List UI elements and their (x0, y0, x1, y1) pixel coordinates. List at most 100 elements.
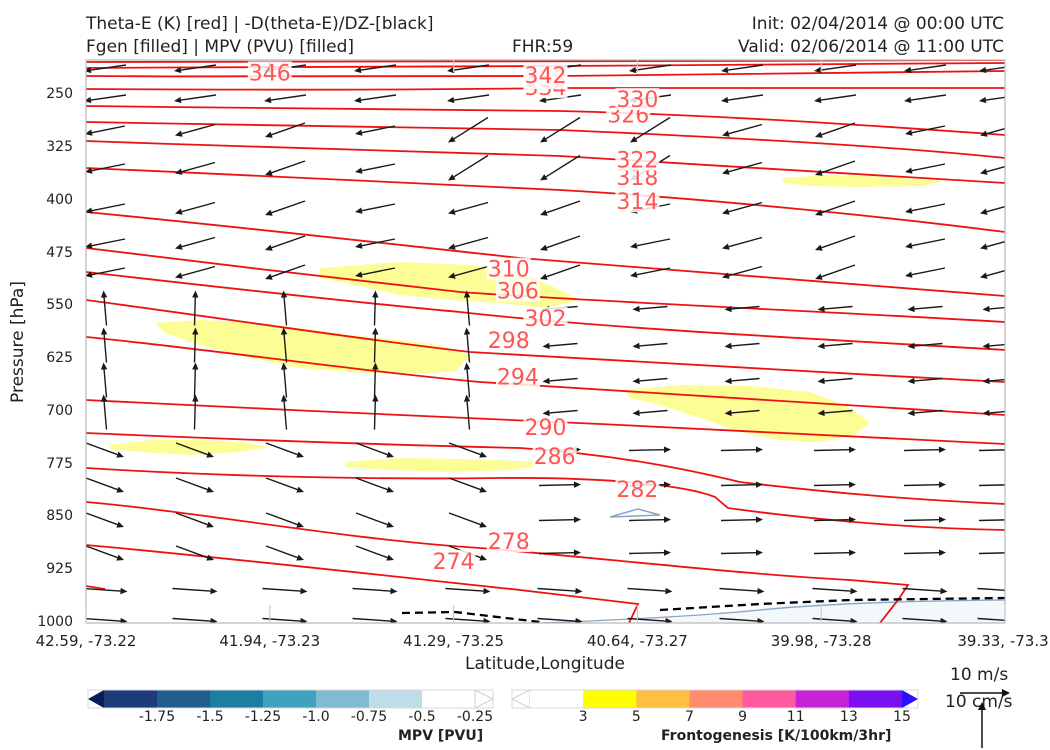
contour-label: 286 (534, 445, 576, 470)
wind-arrow (982, 409, 1005, 417)
wind-arrow (980, 240, 1005, 250)
contour-label: 302 (525, 307, 567, 332)
y-tick-label: 625 (46, 350, 73, 367)
wind-arrow (813, 549, 856, 556)
wind-arrow (632, 409, 668, 417)
y-tick-label: 325 (46, 138, 73, 155)
valid-time: Valid: 02/06/2014 @ 11:00 UTC (738, 37, 1004, 57)
wind-arrow (980, 205, 1005, 215)
black-dashed-contour (401, 596, 1005, 623)
wind-arrow (982, 342, 1005, 350)
wind-arrow (447, 64, 490, 74)
wind-arrow (542, 342, 578, 350)
wind-arrow (538, 549, 581, 556)
wind-arrow (630, 267, 671, 278)
fgen-tick-label: 7 (684, 709, 694, 725)
contour-label: 322 (616, 149, 658, 174)
contour-label: 290 (525, 416, 567, 441)
contour-label: 342 (525, 64, 567, 89)
wind-arrow (86, 94, 127, 104)
wind-arrow (355, 163, 396, 174)
wind-arrow (355, 477, 394, 493)
wind-arrow (355, 545, 394, 561)
wind-arrow (355, 512, 394, 528)
theta-e-contour (86, 336, 1005, 416)
wind-arrow (352, 617, 398, 623)
fgen-tick-label: 11 (786, 709, 805, 725)
wind-arrow (463, 362, 471, 398)
contour-label: 330 (616, 88, 658, 113)
theta-e-contour (86, 247, 1005, 323)
wind-arrow (265, 122, 306, 138)
contour-label: 282 (616, 478, 658, 503)
wind-arrow (355, 267, 396, 278)
wind-vectors (86, 64, 1005, 623)
fgen-colorbar-title: Frontogenesis [K/100km/3hr] (661, 728, 892, 744)
wind-arrow (86, 545, 124, 561)
wind-arrow (372, 327, 379, 363)
wind-arrow (720, 446, 763, 453)
wind-arrow (538, 516, 581, 523)
wind-arrow (812, 587, 858, 595)
wind-arrow (540, 154, 581, 181)
wind-arrow (265, 477, 304, 493)
wind-arrow (352, 587, 398, 595)
wind-arrow (815, 264, 856, 280)
wind-arrow (86, 125, 126, 136)
theta-e-contour (86, 432, 1005, 505)
wind-arrow (813, 446, 856, 453)
mpv-tick-label: -1.0 (302, 709, 330, 725)
theta-e-contour (86, 140, 1005, 184)
frontogenesis-patch (155, 320, 470, 374)
contour-label: 314 (616, 190, 658, 215)
wind-arrow (372, 394, 379, 430)
wind-arrow (280, 290, 288, 326)
theta-e-contour (86, 544, 640, 623)
wind-arrow (720, 549, 763, 556)
y-tick-label: 850 (46, 508, 73, 525)
wind-arrow (720, 516, 763, 523)
contour-label: 278 (488, 530, 530, 555)
wind-arrow (192, 362, 199, 398)
forecast-hour: FHR:59 (512, 37, 574, 57)
fgen-tick-label: 15 (893, 709, 911, 725)
wind-arrow (815, 122, 856, 138)
wind-arrow (355, 238, 396, 249)
wind-arrow (448, 201, 489, 215)
wind-arrow (192, 394, 199, 430)
wind-arrow (904, 94, 947, 104)
title-line-2: Fgen [filled] | MPV (PVU) [filled] (86, 37, 355, 57)
wind-arrow (448, 236, 489, 250)
mpv-tick-label: -1.75 (138, 709, 176, 725)
theta-e-contour (86, 585, 106, 590)
wind-arrow (812, 617, 858, 623)
wind-arrow (719, 617, 765, 623)
fgen-tick-label: 3 (578, 709, 588, 725)
wind-arrow (537, 587, 583, 595)
wind-arrow (175, 512, 214, 528)
contour-label-bg (523, 306, 568, 329)
fgen-colorbar-extend (902, 690, 918, 708)
wind-arrow (817, 342, 853, 350)
wind-arrow (86, 477, 124, 493)
wind-arrow (174, 64, 217, 74)
wind-arrow (627, 587, 673, 595)
wind-arrow (903, 481, 946, 488)
wind-arrow (86, 267, 126, 278)
wind-arrow (448, 265, 489, 279)
wind-arrow (265, 545, 304, 561)
wind-arrow (721, 64, 764, 74)
contour-label-bg (486, 257, 531, 280)
x-tick-label: 40.64, -73.27 (586, 632, 688, 650)
mpv-tick-label: -0.75 (350, 709, 388, 725)
wind-arrow (540, 200, 581, 216)
wind-arrow (628, 549, 671, 556)
wind-arrow (448, 512, 487, 528)
vector-key-arrows (960, 689, 1010, 748)
wind-arrow (977, 617, 1005, 622)
plot-frame (85, 59, 1006, 624)
wind-arrow (904, 64, 947, 74)
wind-arrow (903, 549, 946, 556)
wind-arrow (540, 116, 581, 143)
wind-arrow (265, 264, 306, 280)
